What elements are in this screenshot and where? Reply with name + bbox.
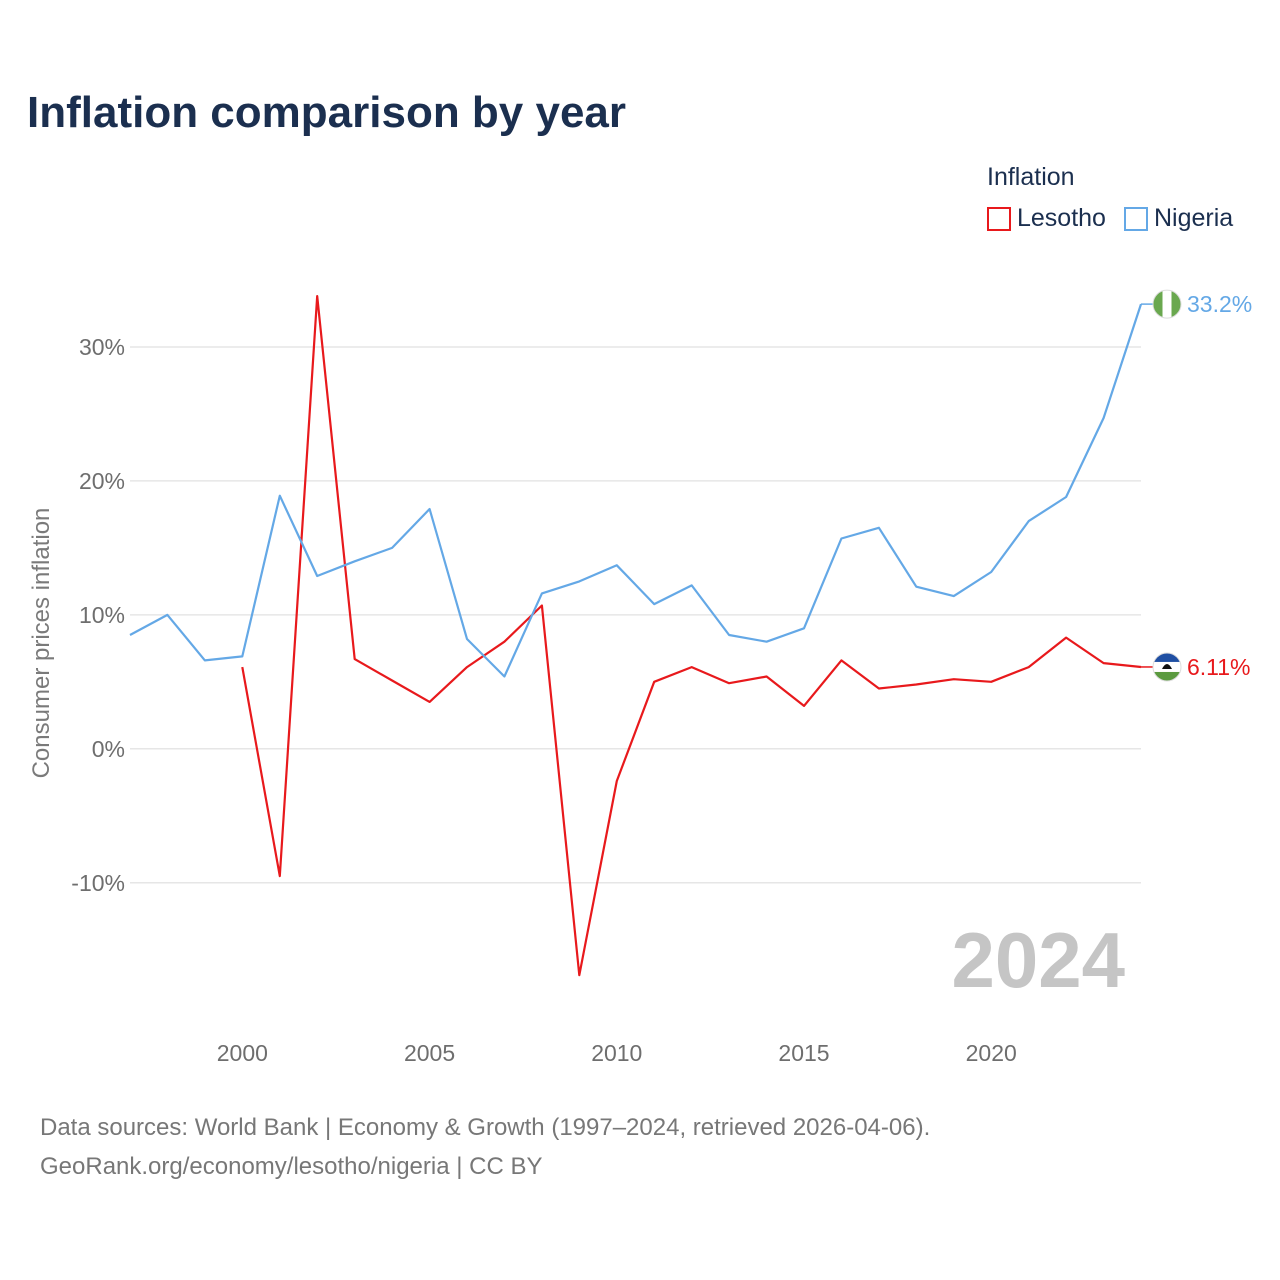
data-point-lesotho[interactable]: [464, 664, 470, 670]
data-point-nigeria[interactable]: [726, 632, 732, 638]
gridlines: [130, 346, 1141, 884]
data-point-lesotho[interactable]: [951, 676, 957, 682]
end-markers: 6.11% 33.2%: [1141, 289, 1252, 682]
year-watermark: 2024: [951, 916, 1125, 1004]
legend-label-lesotho: Lesotho: [1017, 204, 1106, 232]
data-point-nigeria[interactable]: [389, 545, 395, 551]
data-point-lesotho[interactable]: [689, 664, 695, 670]
lesotho-flag-icon: [1152, 652, 1182, 682]
data-point-lesotho[interactable]: [726, 680, 732, 686]
x-tick-label: 2010: [591, 1040, 642, 1066]
legend-swatch-nigeria: [1123, 206, 1148, 231]
data-point-nigeria[interactable]: [1063, 494, 1069, 500]
y-tick-label: 10%: [79, 602, 125, 628]
data-point-lesotho[interactable]: [876, 686, 882, 692]
data-point-nigeria[interactable]: [427, 506, 433, 512]
y-tick-label: -10%: [71, 870, 125, 896]
data-point-lesotho[interactable]: [1026, 664, 1032, 670]
end-label-lesotho: 6.11%: [1187, 654, 1251, 680]
data-point-lesotho[interactable]: [352, 656, 358, 662]
chart-title: Inflation comparison by year: [27, 88, 627, 137]
series-lines: [127, 293, 1143, 978]
data-point-nigeria[interactable]: [951, 593, 957, 599]
source-line-1: Data sources: World Bank | Economy & Gro…: [40, 1114, 931, 1141]
data-point-nigeria[interactable]: [651, 601, 657, 607]
data-point-nigeria[interactable]: [239, 653, 245, 659]
data-point-lesotho[interactable]: [1101, 660, 1107, 666]
data-point-lesotho[interactable]: [651, 679, 657, 685]
x-tick-label: 2015: [778, 1040, 829, 1066]
data-point-nigeria[interactable]: [464, 636, 470, 642]
data-point-nigeria[interactable]: [876, 525, 882, 531]
data-point-lesotho[interactable]: [614, 778, 620, 784]
data-point-nigeria[interactable]: [1101, 415, 1107, 421]
data-point-nigeria[interactable]: [501, 673, 507, 679]
data-point-nigeria[interactable]: [801, 625, 807, 631]
series-line-lesotho[interactable]: [241, 295, 1142, 977]
end-label-nigeria: 33.2%: [1187, 291, 1252, 317]
legend-item-lesotho[interactable]: Lesotho: [987, 204, 1106, 233]
data-point-nigeria[interactable]: [614, 562, 620, 568]
data-point-lesotho[interactable]: [239, 664, 245, 670]
series-line-nigeria[interactable]: [129, 303, 1143, 678]
y-tick-label: 20%: [79, 468, 125, 494]
data-point-nigeria[interactable]: [913, 584, 919, 590]
nigeria-flag-icon: [1152, 289, 1182, 319]
legend-title: Inflation: [987, 163, 1075, 191]
data-point-nigeria[interactable]: [314, 573, 320, 579]
legend-swatch-lesotho: [987, 206, 1011, 231]
legend-item-nigeria[interactable]: Nigeria: [1123, 204, 1234, 233]
data-point-lesotho[interactable]: [1063, 635, 1069, 641]
data-point-nigeria[interactable]: [1026, 518, 1032, 524]
data-point-lesotho[interactable]: [314, 293, 320, 299]
data-point-nigeria[interactable]: [164, 612, 170, 618]
data-point-lesotho[interactable]: [913, 682, 919, 688]
data-point-nigeria[interactable]: [352, 558, 358, 564]
data-point-nigeria[interactable]: [576, 578, 582, 584]
data-point-lesotho[interactable]: [988, 679, 994, 685]
source-line-2[interactable]: GeoRank.org/economy/lesotho/nigeria | CC…: [40, 1153, 543, 1180]
data-point-nigeria[interactable]: [988, 569, 994, 575]
data-point-lesotho[interactable]: [277, 873, 283, 879]
data-point-nigeria[interactable]: [764, 639, 770, 645]
x-tick-label: 2020: [966, 1040, 1017, 1066]
data-point-lesotho[interactable]: [801, 703, 807, 709]
axis-ticks: 30% 20% 10% 0% -10% 2000 2005 2010 2015 2020: [71, 334, 1017, 1066]
data-point-lesotho[interactable]: [764, 673, 770, 679]
y-tick-label: 30%: [79, 334, 125, 360]
data-point-lesotho[interactable]: [427, 699, 433, 705]
data-point-lesotho[interactable]: [389, 677, 395, 683]
data-point-nigeria[interactable]: [277, 493, 283, 499]
data-point-lesotho[interactable]: [539, 602, 545, 608]
legend-label-nigeria: Nigeria: [1153, 204, 1234, 232]
source-note: Data sources: World Bank | Economy & Gro…: [40, 1108, 930, 1186]
data-point-lesotho[interactable]: [576, 972, 582, 978]
data-point-nigeria[interactable]: [689, 582, 695, 588]
data-point-nigeria[interactable]: [202, 657, 208, 663]
y-tick-label: 0%: [92, 736, 125, 762]
data-point-nigeria[interactable]: [539, 590, 545, 596]
x-tick-label: 2000: [217, 1040, 268, 1066]
data-point-nigeria[interactable]: [838, 536, 844, 542]
x-tick-label: 2005: [404, 1040, 455, 1066]
data-point-nigeria[interactable]: [127, 632, 133, 638]
legend: Lesotho Nigeria: [987, 204, 1251, 233]
data-point-lesotho[interactable]: [501, 639, 507, 645]
data-point-lesotho[interactable]: [838, 657, 844, 663]
